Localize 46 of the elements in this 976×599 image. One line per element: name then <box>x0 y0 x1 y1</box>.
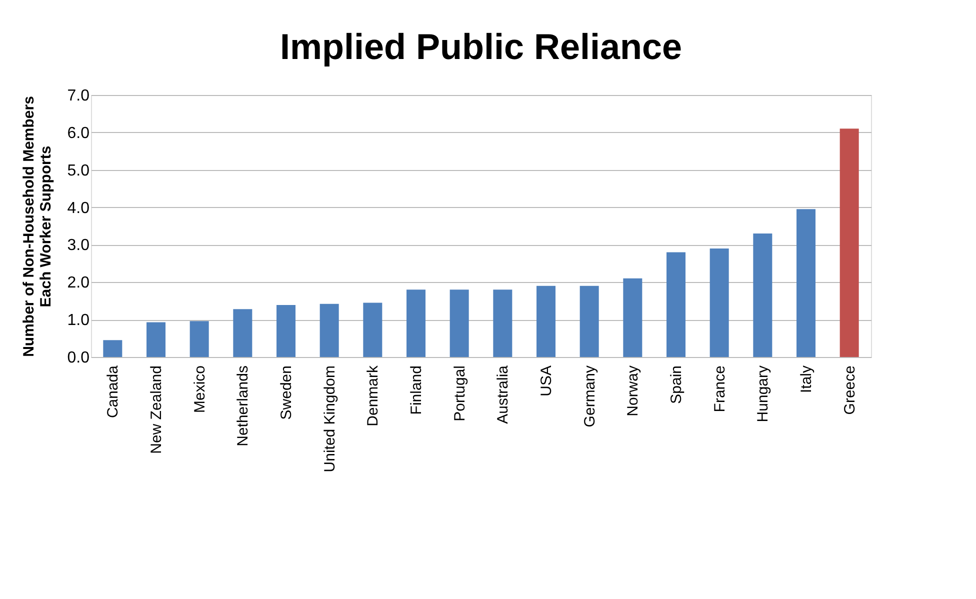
x-tick-label: Canada <box>104 364 122 418</box>
y-tick-label: 3.0 <box>67 237 90 254</box>
bar <box>103 340 122 357</box>
bar <box>710 248 729 357</box>
bar <box>536 286 556 357</box>
bar <box>320 304 339 357</box>
bar <box>840 128 859 357</box>
x-tick-label: Germany <box>581 365 598 428</box>
bar <box>580 286 599 357</box>
bar <box>276 304 296 357</box>
chart-title: Implied Public Reliance <box>280 26 682 67</box>
x-tick-label: Spain <box>668 366 685 404</box>
bar <box>493 290 512 357</box>
x-tick-label: Netherlands <box>234 366 252 446</box>
bar <box>623 278 642 357</box>
x-tick-label: United Kingdom <box>321 366 338 472</box>
y-tick-label: 0.0 <box>67 350 90 366</box>
y-tick-label: 7.0 <box>67 88 90 104</box>
x-tick-label: France <box>711 366 728 412</box>
x-tick-label: Finland <box>408 366 425 415</box>
x-tick-label: Portugal <box>451 366 468 422</box>
y-tick-label: 2.0 <box>67 274 90 292</box>
bar <box>753 233 772 357</box>
x-tick-label: New Zealand <box>148 366 165 454</box>
x-tick-label: Norway <box>624 365 642 416</box>
bar <box>190 321 209 357</box>
x-tick-label: Sweden <box>278 366 295 420</box>
bar <box>450 290 469 357</box>
bar <box>796 209 816 357</box>
y-tick-label: 1.0 <box>67 312 90 330</box>
bar <box>406 290 426 357</box>
y-tick-label: 6.0 <box>67 124 90 142</box>
y-tick-label: 4.0 <box>67 200 90 217</box>
x-tick-label: Denmark <box>364 365 382 426</box>
x-tick-label: Hungary <box>754 365 772 422</box>
x-tick-label: Mexico <box>191 366 208 414</box>
x-tick-label: USA <box>538 366 555 396</box>
bar <box>666 252 686 357</box>
bar <box>363 302 382 357</box>
bar <box>233 309 252 357</box>
x-tick-label: Italy <box>798 365 815 394</box>
x-tick-label: Greece <box>841 366 858 415</box>
x-tick-label: Australia <box>494 364 512 424</box>
y-axis-title: Number of Non-Household Members Each Worker Supports <box>20 96 54 357</box>
bar <box>146 322 166 357</box>
y-tick-label: 5.0 <box>67 162 90 180</box>
